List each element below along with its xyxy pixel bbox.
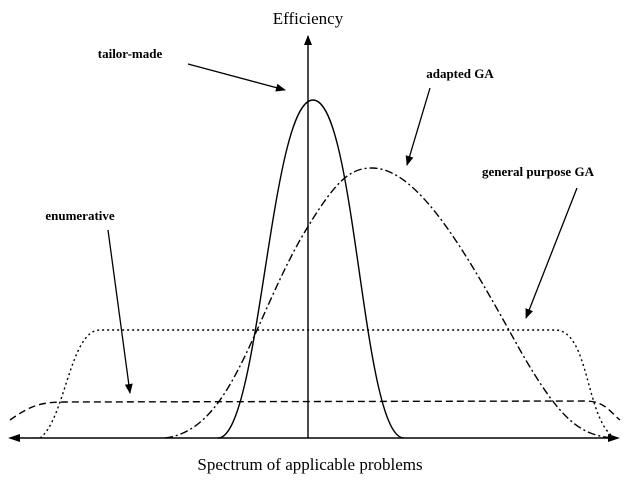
pointer: [187, 63, 286, 92]
pointer: [525, 187, 578, 319]
label-general-purpose-ga: general purpose GA: [482, 164, 595, 179]
pointer: [107, 229, 133, 394]
label-enumerative: enumerative: [45, 208, 115, 223]
label-tailor-made: tailor-made: [98, 46, 163, 61]
x-axis-label: Spectrum of applicable problems: [197, 455, 422, 474]
adapted-ga-curve: [164, 167, 616, 439]
pointer: [405, 87, 431, 166]
general-purpose-curve: [39, 329, 616, 439]
y-axis-label: Efficiency: [273, 9, 344, 28]
enumerative-curve: [9, 400, 621, 421]
x-axis-arrow-left: [8, 434, 20, 442]
tailor-made-curve: [217, 99, 405, 439]
label-adapted-ga: adapted GA: [426, 66, 494, 81]
